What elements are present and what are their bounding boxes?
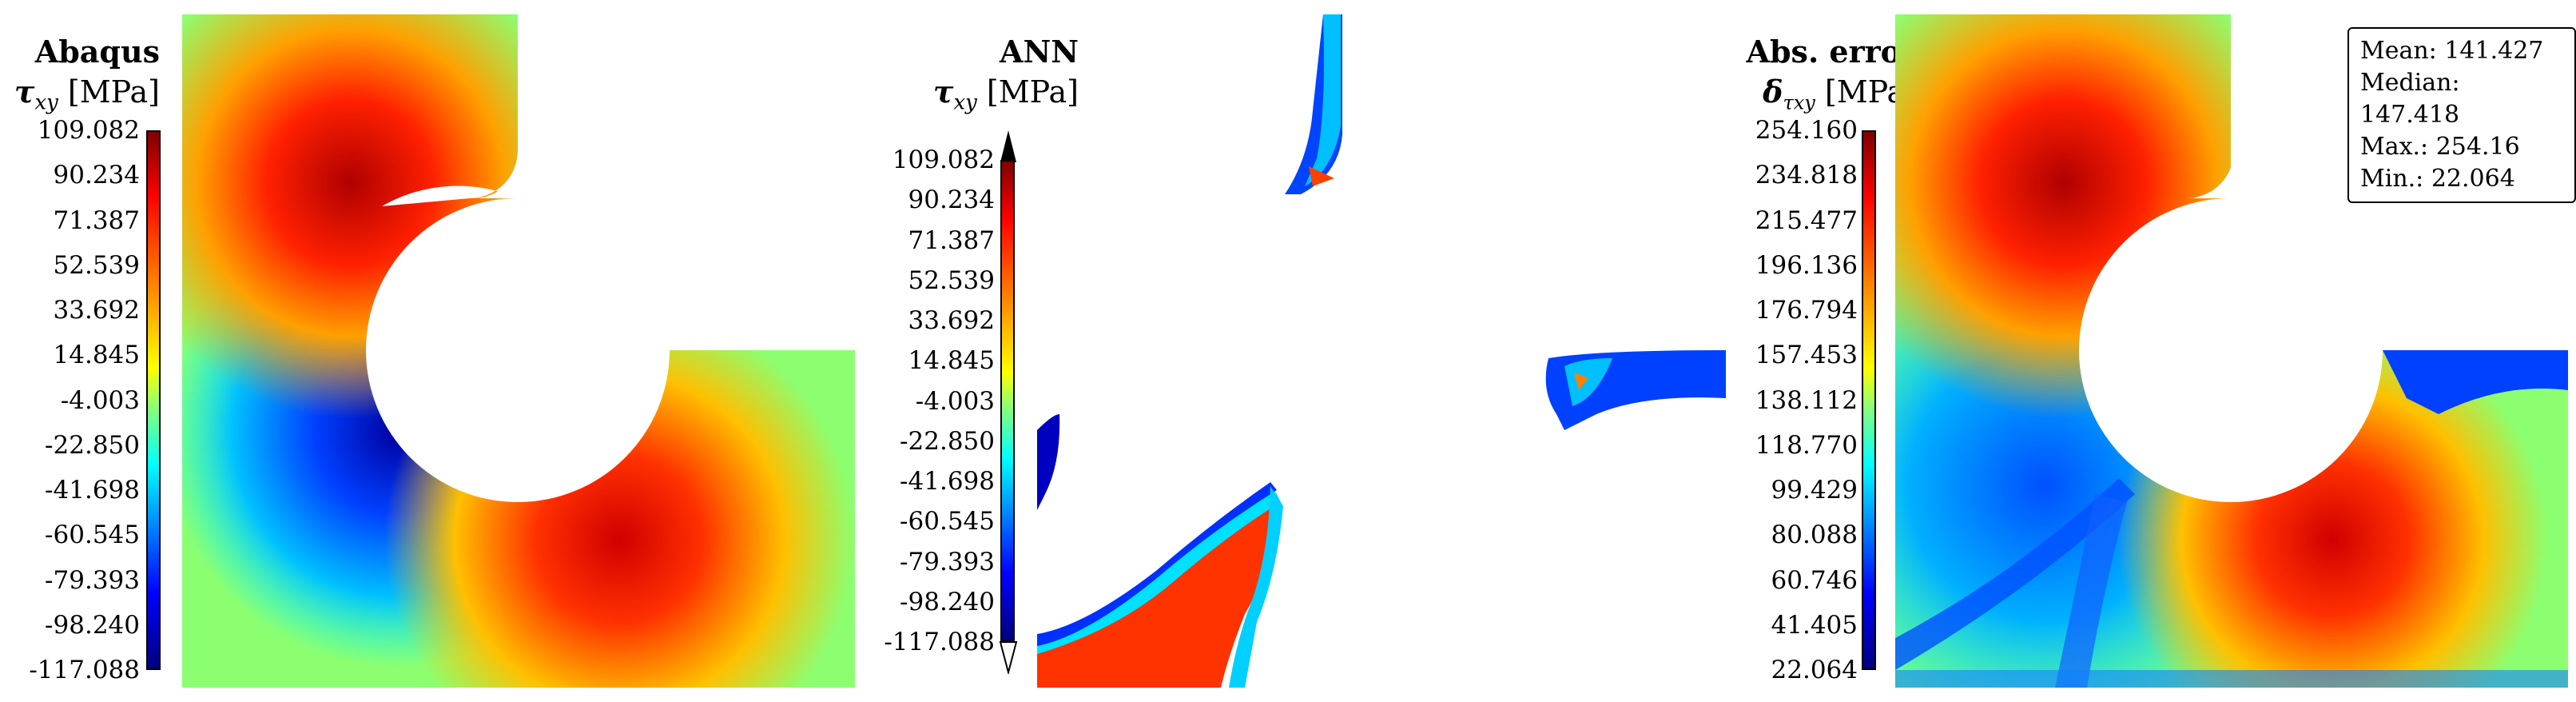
colorbar-tick-label: -4.003 (915, 386, 995, 416)
colorbar-tick-label: 157.453 (1755, 341, 1858, 370)
colorbar-tick-label: 215.477 (1755, 205, 1858, 235)
stat-min: Min.: 22.064 (2360, 165, 2515, 193)
stat-median: Median: 147.418 (2360, 69, 2460, 129)
colorbar (146, 130, 161, 670)
colorbar-tick-label: -4.003 (60, 385, 140, 415)
colorbar-tick-label: 52.539 (908, 265, 995, 295)
panel-title-ann: ANN τxy [MPa] (933, 32, 1079, 123)
panel-error: Abs. error δτxy [MPa] 254.160 234.818 215.… (1726, 0, 2576, 702)
colorbar-tick-label: 196.136 (1755, 250, 1858, 280)
colorbar-tick-label: 254.160 (1755, 116, 1858, 145)
colorbar-tick-label: 33.692 (908, 306, 995, 335)
title-text: Abs. error (1746, 34, 1918, 70)
panel-title-error: Abs. error δτxy [MPa] (1747, 32, 1918, 123)
colorbar-tick-label: 33.692 (53, 296, 140, 325)
colorbar-tick-label: -117.088 (884, 628, 995, 656)
colorbar-tick-label: 80.088 (1771, 521, 1858, 550)
colorbar-tick-label: -79.393 (45, 565, 140, 595)
colorbar-tick-label: -22.850 (45, 430, 140, 460)
colorbar-tick-label: 60.746 (1771, 565, 1858, 595)
colorbar-tick-label: 71.387 (53, 205, 140, 235)
colorbar-tick-label: -60.545 (900, 507, 995, 536)
colorbar-tick-label: -79.393 (900, 547, 995, 576)
colorbar-tick-label: 90.234 (908, 185, 995, 215)
colorbar-tick-label: 109.082 (892, 146, 995, 174)
colorbar-tick-label: -41.698 (900, 467, 995, 496)
stress-field-abaqus (182, 14, 855, 688)
panel-ann: ANN τxy [MPa] 109.082 90.234 71.387 52.539 3… (863, 0, 1726, 702)
stats-box: Mean: 141.427 Median: 147.418 Max.: 254.… (2347, 27, 2576, 203)
colorbar-tick-label: -98.240 (900, 587, 995, 616)
panel-abaqus: Abaqus τxy [MPa] 109.082 90.234 71.387 52.5… (0, 0, 863, 702)
colorbar-arrows (999, 130, 1018, 674)
colorbar-tick-label: 14.845 (53, 341, 140, 370)
colorbar-tick-label: 118.770 (1755, 430, 1858, 460)
colorbar-tick-label: 52.539 (53, 250, 140, 280)
stat-max: Max.: 254.16 (2360, 133, 2520, 161)
quantity-label: τxy [MPa] (14, 74, 160, 115)
title-text: Abaqus (34, 34, 160, 70)
stat-mean: Mean: 141.427 (2360, 37, 2544, 65)
colorbar-tick-label: -117.088 (29, 656, 140, 684)
quantity-label: τxy [MPa] (932, 74, 1079, 115)
colorbar-tick-label: -60.545 (45, 521, 140, 550)
error-field (1895, 14, 2568, 688)
colorbar (1000, 160, 1015, 642)
colorbar-tick-label: -41.698 (45, 476, 140, 505)
colorbar (1862, 130, 1876, 670)
title-text: ANN (1000, 34, 1079, 70)
colorbar-tick-label: 109.082 (37, 116, 140, 145)
colorbar-tick-label: 176.794 (1755, 296, 1858, 325)
colorbar-tick-label: -98.240 (45, 610, 140, 640)
colorbar-ticks: 254.160 234.818 215.477 196.136 176.794 157.4… (1726, 118, 1858, 683)
stress-field-ann (1037, 14, 1726, 688)
colorbar-tick-label: -22.850 (900, 426, 995, 456)
colorbar-tick-label: 90.234 (53, 161, 140, 190)
colorbar-tick-label: 234.818 (1755, 161, 1858, 190)
colorbar-tick-label: 14.845 (908, 346, 995, 376)
panel-title-abaqus: Abaqus τxy [MPa] (14, 32, 160, 123)
colorbar-ticks: 109.082 90.234 71.387 52.539 33.692 14.845 -4.… (863, 148, 995, 655)
colorbar-tick-label: 138.112 (1755, 385, 1858, 415)
colorbar-ticks: 109.082 90.234 71.387 52.539 33.692 14.845 -4.… (0, 118, 140, 683)
colorbar-tick-label: 22.064 (1771, 656, 1858, 684)
colorbar-tick-label: 41.405 (1771, 610, 1858, 640)
colorbar-tick-label: 99.429 (1771, 476, 1858, 505)
colorbar-tick-label: 71.387 (908, 225, 995, 255)
